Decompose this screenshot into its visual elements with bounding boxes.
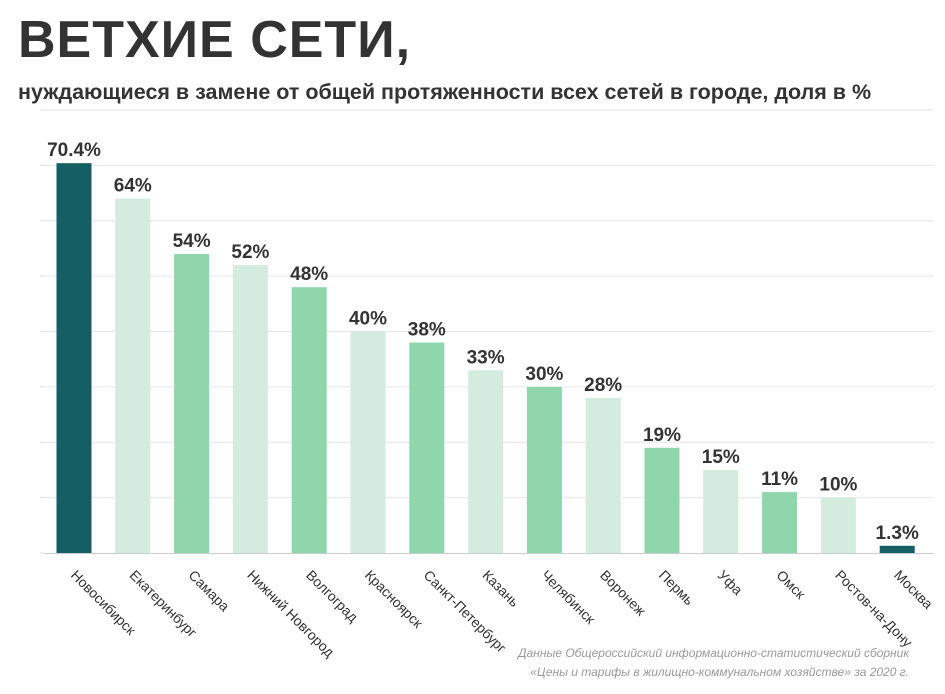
bar [526,386,562,553]
bar [820,497,856,553]
value-label: 10% [819,475,857,496]
bar [232,265,268,553]
bar [762,492,798,553]
category-label: Казань [479,567,522,610]
value-label: 64% [114,176,152,197]
bars [56,163,915,553]
bar [879,545,915,553]
chart-title: ВЕТХИЕ СЕТИ, [18,11,412,69]
value-label: 11% [761,469,798,490]
bar [644,447,680,553]
category-label: Волгоград [303,567,361,625]
category-label: Челябинск [538,567,599,628]
bar [291,287,327,553]
source-line-1: Данные Общероссийский информационно-стат… [518,646,909,660]
value-labels: 70.4% 64% 54% 52% 48% 40% 38% 33% 30% 28% 19% 15% 11… [47,140,919,544]
bar [409,342,445,553]
category-label: Омск [773,567,809,603]
value-label: 38% [408,320,446,341]
value-label: 1.3% [876,523,919,544]
bar [115,198,151,553]
category-label: Воронеж [597,567,649,619]
value-label: 33% [467,347,505,368]
chart-subtitle: нуждающиеся в замене от общей протяженно… [18,80,872,104]
value-label: 30% [525,364,563,385]
bar [350,331,386,553]
bar [468,370,504,553]
bar [585,397,621,553]
value-label: 15% [702,447,740,468]
category-label: Москва [891,567,936,612]
category-label: Самара [185,567,233,615]
category-label: Красноярск [362,567,427,632]
bar [703,469,739,553]
category-label: Пермь [656,567,697,608]
value-label: 19% [643,425,681,446]
value-label: 40% [349,309,387,330]
value-label: 70.4% [47,140,101,161]
value-label: 28% [584,375,622,396]
source-line-2: «Цены и тарифы в жилищно-коммунальном хо… [530,665,909,679]
bar [56,163,92,553]
source-note: Данные Общероссийский информационно-стат… [518,644,909,682]
value-label: 52% [231,242,269,263]
value-label: 48% [290,264,328,285]
bar [174,253,210,553]
category-label: Уфа [715,567,746,598]
value-label: 54% [173,231,211,252]
